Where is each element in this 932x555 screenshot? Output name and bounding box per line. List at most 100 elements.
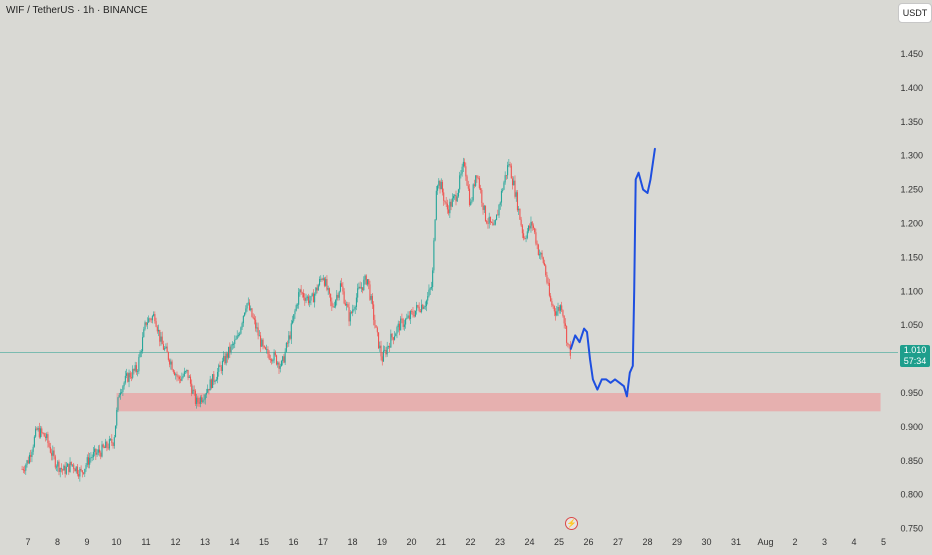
candle-body xyxy=(236,335,238,339)
candle-body xyxy=(396,327,398,334)
candle-body xyxy=(122,386,124,392)
candle-body xyxy=(509,164,511,166)
candle-body xyxy=(59,468,61,472)
x-tick-label: 13 xyxy=(200,537,210,547)
candle-body xyxy=(225,353,227,364)
currency-button[interactable]: USDT xyxy=(898,3,932,23)
candle-body xyxy=(497,214,499,216)
candle-body xyxy=(454,194,456,197)
candle-body xyxy=(78,474,80,477)
candle-body xyxy=(250,308,252,311)
candle-body xyxy=(382,350,385,362)
lightning-icon[interactable]: ⚡ xyxy=(565,517,578,530)
candle-body xyxy=(408,315,410,319)
candle-body xyxy=(352,309,354,313)
candle-body xyxy=(241,323,243,328)
candle-body xyxy=(414,310,416,317)
x-tick-label: 28 xyxy=(642,537,652,547)
candle-body xyxy=(38,427,40,438)
candle-body xyxy=(166,346,168,353)
candle-body xyxy=(167,352,169,360)
candle-body xyxy=(58,461,60,472)
candle-body xyxy=(197,397,199,403)
candle-body xyxy=(441,181,444,193)
candle-body xyxy=(261,339,263,347)
candle-body xyxy=(181,377,183,381)
candle-body xyxy=(62,469,64,471)
candle-body xyxy=(189,376,192,384)
candle-body xyxy=(439,180,441,190)
candle-body xyxy=(316,287,318,291)
candle-body xyxy=(138,357,140,372)
candle-body xyxy=(89,457,91,465)
candle-body xyxy=(562,310,564,316)
candles xyxy=(21,157,571,482)
support-zone-layer xyxy=(116,393,881,412)
candle-body xyxy=(101,444,103,457)
candle-body xyxy=(430,287,432,289)
candle-body xyxy=(90,457,92,459)
projection-path[interactable] xyxy=(569,147,656,398)
x-tick-label: Aug xyxy=(757,537,773,547)
x-tick-label: 12 xyxy=(170,537,180,547)
candle-body xyxy=(507,165,509,176)
candle-body xyxy=(465,166,467,177)
candle-body xyxy=(446,203,448,210)
candle-body xyxy=(536,243,538,245)
candle-body xyxy=(393,336,396,340)
candle-body xyxy=(279,365,281,369)
candle-body xyxy=(569,344,571,356)
candle-body xyxy=(443,192,445,201)
candle-body xyxy=(364,275,366,280)
candle-body xyxy=(288,335,290,344)
candle-body xyxy=(519,208,521,220)
candle-body xyxy=(68,463,70,472)
candle-body xyxy=(49,446,51,453)
candle-body xyxy=(285,342,287,352)
candle-body xyxy=(186,369,188,372)
candle-body xyxy=(563,315,565,324)
candle-body xyxy=(207,388,209,393)
candle-body xyxy=(271,359,273,362)
x-tick-label: 9 xyxy=(84,537,89,547)
candle-body xyxy=(187,369,189,378)
candle-body xyxy=(343,291,345,304)
candle-body xyxy=(244,312,246,316)
candle-body xyxy=(214,381,216,382)
candle-body xyxy=(273,352,275,361)
candle-body xyxy=(416,305,418,311)
support-zone[interactable] xyxy=(116,393,881,412)
candle-body xyxy=(76,466,78,475)
x-tick-label: 21 xyxy=(436,537,446,547)
candle-body xyxy=(334,300,337,307)
candle-body xyxy=(462,161,464,167)
candle-body xyxy=(417,305,419,307)
candle-body xyxy=(401,318,403,320)
candle-body xyxy=(226,353,228,358)
candle-body xyxy=(209,379,211,391)
candle-body xyxy=(378,332,380,349)
x-tick-label: 4 xyxy=(851,537,856,547)
candle-body xyxy=(467,185,469,189)
candle-body xyxy=(263,345,265,348)
x-tick-label: 18 xyxy=(347,537,357,547)
candle-body xyxy=(547,282,549,284)
candle-body xyxy=(155,321,157,327)
candle-body xyxy=(172,369,174,372)
candle-body xyxy=(140,351,142,353)
candle-body xyxy=(542,257,544,263)
candle-body xyxy=(301,292,303,294)
projection-layer xyxy=(569,147,656,398)
candle-body xyxy=(304,297,306,301)
candle-body xyxy=(64,465,66,474)
candle-body xyxy=(256,327,258,329)
candle-body xyxy=(432,270,434,288)
candle-body xyxy=(85,465,87,469)
candle-body xyxy=(252,316,254,319)
x-tick-label: 10 xyxy=(111,537,121,547)
candle-body xyxy=(312,293,314,303)
candle-body xyxy=(362,287,364,291)
candle-body xyxy=(457,189,460,197)
